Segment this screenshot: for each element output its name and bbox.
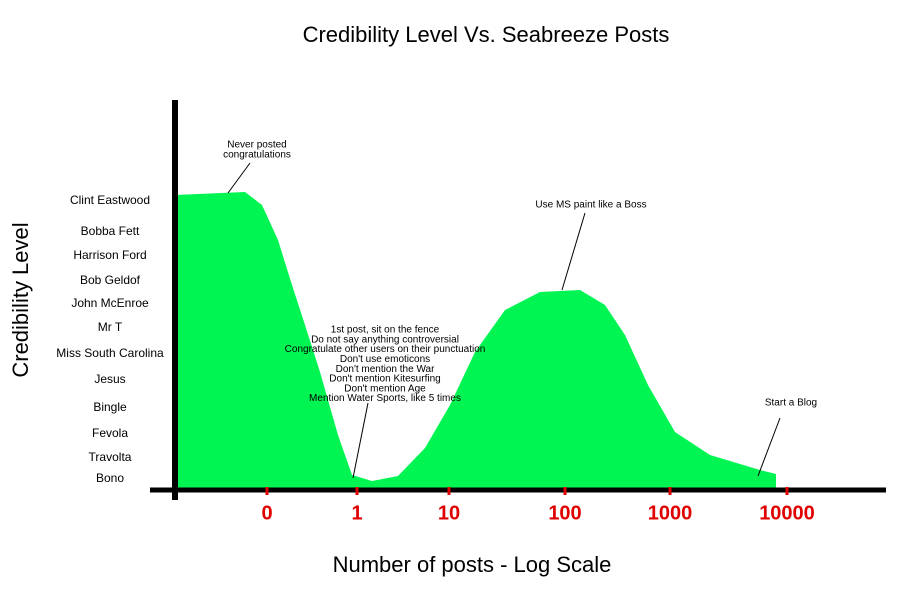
- x-category-label: 1000: [648, 502, 693, 524]
- y-category-label: Mr T: [98, 320, 123, 334]
- x-axis-title: Number of posts - Log Scale: [333, 552, 612, 577]
- annotation: Start a Blog: [765, 398, 817, 409]
- y-category-label: Harrison Ford: [73, 248, 146, 262]
- annotation-pointer: [757, 417, 781, 477]
- annotation-pointer: [227, 162, 251, 194]
- chart-title: Credibility Level Vs. Seabreeze Posts: [303, 22, 670, 47]
- y-category-label: Miss South Carolina: [56, 346, 164, 360]
- y-category-label: Bingle: [93, 400, 127, 414]
- y-category-label: Travolta: [89, 450, 132, 464]
- y-category-label: Bobba Fett: [81, 224, 140, 238]
- annotation: Do not say anything controversial: [311, 334, 459, 345]
- y-category-label: Bono: [96, 471, 124, 485]
- annotation: Use MS paint like a Boss: [535, 200, 646, 211]
- annotation: Congratulate other users on their punctu…: [285, 344, 486, 355]
- y-category-label: Jesus: [94, 372, 125, 386]
- annotation: 1st post, sit on the fence: [331, 325, 440, 336]
- annotation-pointer: [561, 212, 586, 291]
- x-category-label: 100: [548, 502, 581, 524]
- credibility-area: [175, 192, 776, 488]
- x-category-label: 10: [438, 502, 460, 524]
- x-category-label: 0: [261, 502, 272, 524]
- annotation: congratulations: [223, 150, 291, 161]
- y-category-label: John McEnroe: [71, 296, 149, 310]
- annotation: Don't mention the War: [336, 364, 435, 375]
- y-category-label: Clint Eastwood: [70, 193, 150, 207]
- y-category-label: Bob Geldof: [80, 273, 141, 287]
- y-category-label: Fevola: [92, 426, 128, 440]
- y-axis-title: Credibility Level: [8, 222, 33, 377]
- annotation: Mention Water Sports, like 5 times: [309, 393, 461, 404]
- annotation: Don't use emoticons: [340, 354, 430, 365]
- annotation: Don't mention Age: [344, 383, 426, 394]
- x-category-label: 10000: [759, 502, 815, 524]
- annotation: Never posted: [227, 140, 286, 151]
- annotation: Don't mention Kitesurfing: [329, 374, 440, 385]
- annotation-pointer: [352, 402, 369, 479]
- x-category-label: 1: [351, 502, 362, 524]
